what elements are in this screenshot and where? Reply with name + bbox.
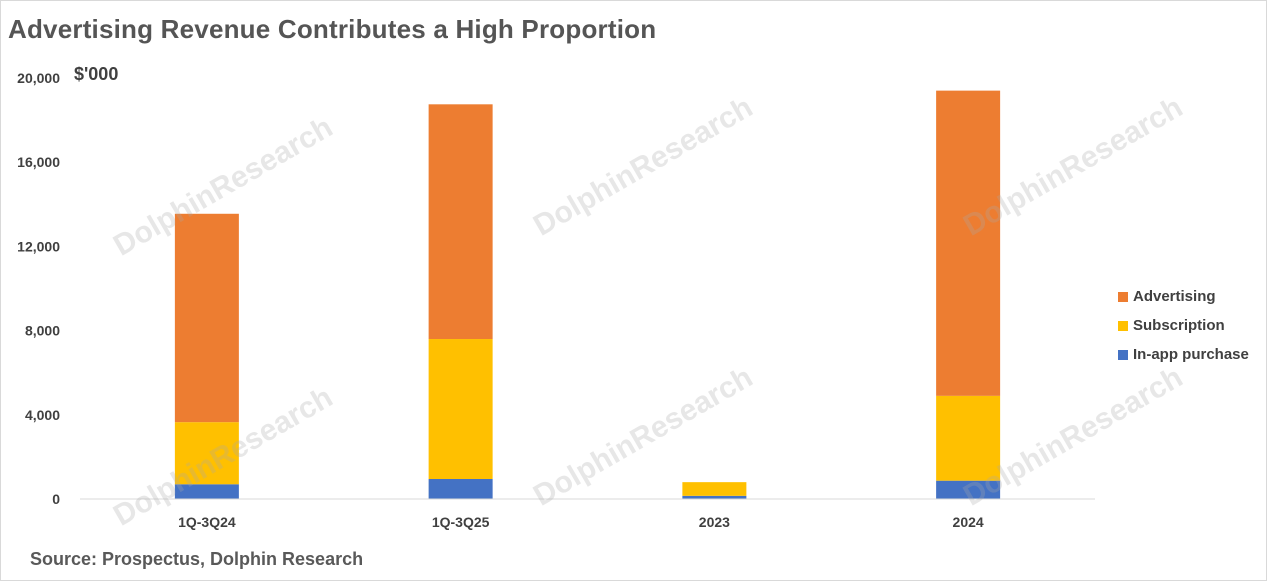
y-tick-label: 12,000	[17, 238, 60, 254]
legend-item-subscription: Subscription	[1118, 311, 1249, 340]
x-tick-label: 1Q-3Q25	[432, 514, 490, 530]
bar-advertising-1q-3q24	[174, 213, 239, 423]
bar-subscription-1q-3q24	[174, 422, 239, 485]
legend-item-advertising: Advertising	[1118, 282, 1249, 311]
x-tick-label: 2023	[699, 514, 730, 530]
bar-subscription-1q-3q25	[428, 339, 493, 480]
legend-swatch-advertising	[1118, 291, 1128, 302]
bar-subscription-2024	[936, 395, 1001, 481]
y-axis-ticks: 0 4,000 8,000 12,000 16,000 20,000	[17, 70, 60, 507]
bar-in-app-purchase-1q-3q24	[174, 484, 239, 499]
bar-advertising-1q-3q25	[428, 104, 493, 340]
legend-label-subscription: Subscription	[1133, 317, 1225, 334]
y-tick-label: 4,000	[25, 407, 60, 423]
legend: Advertising Subscription In-app purchase	[1118, 282, 1249, 369]
legend-item-in-app-purchase: In-app purchase	[1118, 340, 1249, 369]
legend-label-advertising: Advertising	[1133, 288, 1216, 305]
chart-title: Advertising Revenue Contributes a High P…	[8, 14, 657, 44]
x-tick-label: 1Q-3Q24	[178, 514, 236, 530]
x-axis-ticks: 1Q-3Q24 1Q-3Q25 2023 2024	[178, 514, 984, 530]
x-tick-label: 2024	[953, 514, 984, 530]
y-tick-label: 8,000	[25, 323, 60, 339]
source-note: Source: Prospectus, Dolphin Research	[30, 549, 364, 569]
legend-label-in-app-purchase: In-app purchase	[1133, 346, 1249, 363]
bar-in-app-purchase-2023	[682, 495, 747, 499]
y-tick-label: 0	[52, 491, 60, 507]
unit-label: $'000	[74, 64, 119, 84]
bar-advertising-2024	[936, 90, 1001, 396]
legend-swatch-subscription	[1118, 320, 1128, 331]
y-tick-label: 16,000	[17, 154, 60, 170]
bar-in-app-purchase-1q-3q25	[428, 479, 493, 499]
bar-subscription-2023	[682, 482, 747, 496]
y-tick-label: 20,000	[17, 70, 60, 86]
bar-group	[174, 90, 1001, 499]
bar-in-app-purchase-2024	[936, 480, 1001, 499]
legend-swatch-in-app-purchase	[1118, 349, 1128, 360]
